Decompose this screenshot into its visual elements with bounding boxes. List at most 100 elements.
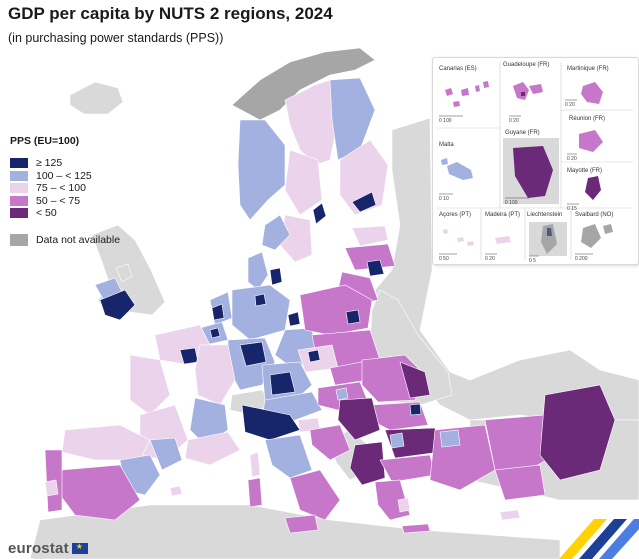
inset-scale-guadeloupe: 0 20 xyxy=(509,118,519,124)
legend-swatch xyxy=(10,208,28,219)
ireland-regions xyxy=(94,277,136,321)
mayotte-map xyxy=(585,176,601,200)
munich xyxy=(269,371,296,396)
amsterdam xyxy=(211,303,225,321)
italy-center xyxy=(264,434,313,479)
inset-label-madeira: Madeira (PT) xyxy=(485,212,521,218)
ireland-dublin xyxy=(99,289,136,321)
warsaw xyxy=(345,309,361,325)
iberia-regions xyxy=(44,424,183,521)
cyprus xyxy=(499,509,521,521)
turkey-east xyxy=(539,384,616,481)
catalonia xyxy=(149,437,183,471)
inset-label-guadeloupe: Guadeloupe (FR) xyxy=(503,62,550,68)
inset-scale-liechtenstein: 0 5 xyxy=(529,258,536,264)
legend-label: 100 – < 125 xyxy=(36,169,92,182)
spain-north xyxy=(61,424,151,461)
inset-scale-mayotte: 0 15 xyxy=(567,206,577,212)
legend-swatch xyxy=(10,158,28,169)
sofia xyxy=(389,432,405,449)
guyane-map xyxy=(503,138,559,204)
lisbon xyxy=(44,479,59,497)
legend-label: < 50 xyxy=(36,207,57,220)
latvia xyxy=(344,243,396,271)
inset-label-svalbard: Svalbard (NO) xyxy=(575,212,614,218)
legend-item: 50 – < 75 xyxy=(10,195,120,208)
legend-label: ≥ 125 xyxy=(36,157,63,170)
france-west xyxy=(129,354,171,416)
copenhagen xyxy=(269,267,283,286)
insets-graphics xyxy=(437,62,633,260)
mid-sweden xyxy=(284,149,323,216)
north-macedonia-albania xyxy=(349,441,386,486)
prague xyxy=(307,349,321,363)
acores-map xyxy=(443,229,474,246)
istanbul xyxy=(439,429,461,448)
north-sweden xyxy=(284,79,339,166)
legend-item: < 50 xyxy=(10,207,120,220)
inset-scale-guyane: 0 100 xyxy=(505,200,518,206)
martinique-map xyxy=(581,82,603,104)
ireland-north xyxy=(115,263,133,283)
france-regions xyxy=(129,324,261,478)
legend-swatch xyxy=(10,170,28,181)
guadeloupe-map xyxy=(513,82,543,100)
inset-scale-martinique: 0 20 xyxy=(565,102,575,108)
central-east-regions xyxy=(297,284,521,534)
north-norway xyxy=(231,47,376,121)
oslo xyxy=(261,214,291,251)
legend-item-not-available: Data not available xyxy=(10,233,120,247)
hamburg xyxy=(254,293,267,307)
reunion-map xyxy=(579,130,603,152)
legend-item: ≥ 125 xyxy=(10,157,120,170)
inset-label-reunion: Réunion (FR) xyxy=(569,116,606,122)
malta-map xyxy=(441,158,473,180)
madeira-map xyxy=(495,236,511,244)
inset-label-malta: Malta xyxy=(439,142,454,148)
legend-title: PPS (EU=100) xyxy=(10,135,80,147)
legend: PPS (EU=100) ≥ 125 100 – < 125 75 – < 10… xyxy=(10,135,120,246)
legend-swatch xyxy=(10,183,28,194)
balearics xyxy=(169,485,183,497)
legend-item: 100 – < 125 xyxy=(10,170,120,183)
legend-label: 75 – < 100 xyxy=(36,182,86,195)
legend-item: 75 – < 100 xyxy=(10,182,120,195)
north-germany xyxy=(231,284,291,341)
iceland xyxy=(69,81,124,115)
inset-scale-madeira: 0 20 xyxy=(485,256,495,262)
svalbard-map xyxy=(581,224,613,248)
estonia xyxy=(351,225,389,247)
inset-scale-acores: 0 50 xyxy=(439,256,449,262)
inset-label-guyane: Guyane (FR) xyxy=(505,130,540,136)
romania-ne xyxy=(399,361,431,399)
budapest xyxy=(335,387,349,401)
logo-text: eurostat xyxy=(8,540,69,557)
page-subtitle: (in purchasing power standards (PPS)) xyxy=(8,31,224,45)
serbia-bosnia xyxy=(337,397,381,441)
denmark xyxy=(247,251,269,291)
finland-south xyxy=(339,139,389,216)
sicily xyxy=(284,514,319,534)
berlin xyxy=(287,311,301,327)
nordic-regions xyxy=(231,47,389,263)
legend-label: 50 – < 75 xyxy=(36,194,81,207)
france-provence xyxy=(184,431,241,466)
inset-scale-svalbard: 0 200 xyxy=(575,256,588,262)
athens xyxy=(397,497,411,513)
greece-north xyxy=(379,454,436,483)
legend-swatch xyxy=(10,195,28,206)
italy-south xyxy=(289,469,341,521)
turkey-regions xyxy=(429,384,616,501)
brussels xyxy=(209,327,221,339)
bucharest xyxy=(409,403,422,416)
inset-scale-reunion: 0 20 xyxy=(567,156,577,162)
riga xyxy=(366,259,385,277)
helsinki xyxy=(351,191,377,213)
inset-scale-canarias: 0 100 xyxy=(439,118,452,124)
liechtenstein-map xyxy=(529,222,567,256)
west-norway xyxy=(237,119,286,221)
inset-label-mayotte: Mayotte (FR) xyxy=(567,168,603,174)
page-title: GDP per capita by NUTS 2 regions, 2024 xyxy=(8,4,333,23)
inset-scale-malta: 0 10 xyxy=(439,196,449,202)
italy-alps-regions xyxy=(241,391,341,534)
